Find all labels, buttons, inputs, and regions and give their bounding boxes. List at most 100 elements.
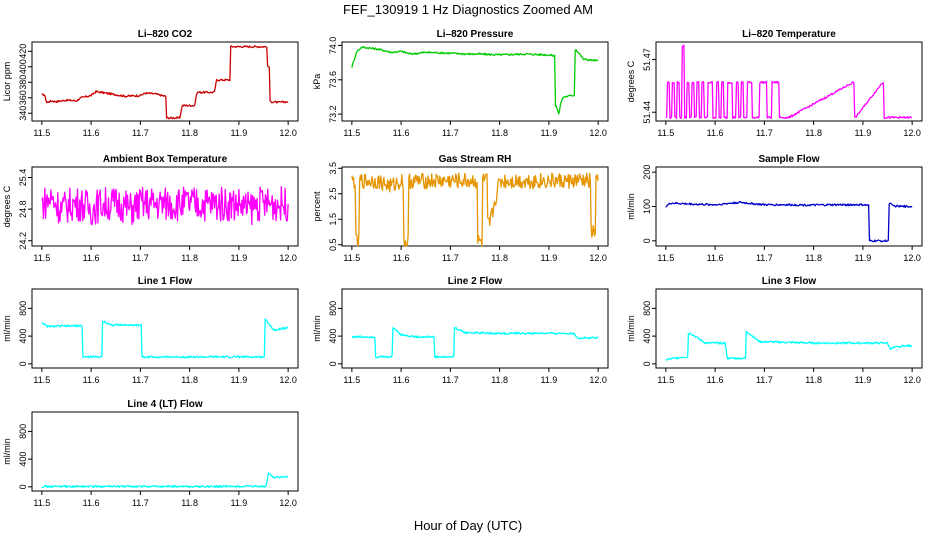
x-tick-label: 12.0: [279, 375, 297, 385]
panel-title: Line 2 Flow: [448, 276, 503, 287]
y-tick-label: 400: [18, 452, 28, 467]
x-tick-label: 11.6: [393, 253, 410, 263]
x-tick-label: 11.6: [393, 128, 410, 138]
series-line: [665, 200, 913, 243]
plot-frame: [31, 41, 299, 122]
x-tick-label: 12.0: [589, 253, 607, 263]
y-axis-label: ml/min: [2, 315, 12, 342]
x-tick-label: 11.7: [756, 128, 773, 138]
y-tick-label: 800: [328, 301, 338, 316]
x-tick-label: 11.9: [854, 375, 871, 385]
panel-title: Line 1 Flow: [138, 276, 193, 287]
y-tick-label: 200: [642, 165, 652, 180]
plot-frame: [31, 166, 299, 247]
y-axis-label: ml/min: [2, 438, 12, 465]
y-tick-label: 400: [328, 329, 338, 344]
y-tick-label: 0: [18, 484, 28, 489]
x-tick-label: 11.9: [230, 253, 247, 263]
y-tick-label: 340: [18, 106, 28, 121]
panel-2: Li–820 Temperature 11.5 11.6 11.7 11.8 11.9 12…: [626, 29, 923, 138]
y-tick-label: 400: [18, 59, 28, 74]
x-tick-label: 12.0: [279, 253, 297, 263]
panel-8: Line 3 Flow 11.5 11.6 11.7 11.8 11.9 12.0 0 400 8…: [626, 276, 923, 385]
x-tick-label: 11.8: [491, 375, 508, 385]
x-tick-label: 11.7: [442, 128, 459, 138]
x-tick-label: 12.0: [279, 498, 297, 508]
panel-title: Li–820 Temperature: [742, 29, 836, 40]
series-line: [351, 326, 599, 359]
x-tick-label: 11.8: [181, 253, 198, 263]
y-axis-label: kPa: [312, 74, 322, 90]
panel-title: Ambient Box Temperature: [103, 154, 228, 165]
x-tick-label: 11.8: [491, 128, 508, 138]
y-axis-label: percent: [312, 191, 322, 222]
y-tick-label: 0: [642, 361, 652, 366]
y-tick-label: 51.44: [642, 101, 652, 124]
x-tick-label: 11.5: [33, 128, 50, 138]
plot-frame: [341, 288, 609, 369]
x-tick-label: 11.8: [805, 253, 822, 263]
series-line: [351, 172, 599, 247]
x-tick-label: 11.8: [181, 128, 198, 138]
x-tick-label: 12.0: [903, 128, 921, 138]
x-tick-label: 11.5: [33, 498, 50, 508]
plot-frame: [341, 166, 609, 247]
y-tick-label: 73.6: [328, 71, 338, 89]
y-tick-label: 51.47: [642, 48, 652, 71]
y-tick-label: 100: [642, 199, 652, 214]
x-tick-label: 11.7: [442, 253, 459, 263]
y-tick-label: 400: [642, 329, 652, 344]
y-tick-label: 73.2: [328, 105, 338, 123]
x-tick-label: 11.9: [540, 253, 557, 263]
panel-title: Gas Stream RH: [439, 154, 512, 165]
y-axis-label: degrees C: [626, 60, 636, 102]
y-tick-label: 25.4: [18, 169, 28, 187]
series-line: [665, 330, 913, 361]
figure-title: FEF_130919 1 Hz Diagnostics Zoomed AM: [342, 2, 593, 17]
y-axis-label: ml/min: [626, 193, 636, 220]
y-tick-label: 360: [18, 90, 28, 105]
x-tick-label: 11.8: [491, 253, 508, 263]
x-tick-label: 11.6: [83, 128, 100, 138]
y-tick-label: 420: [18, 44, 28, 59]
x-tick-label: 11.5: [657, 253, 674, 263]
x-tick-label: 11.9: [854, 253, 871, 263]
x-tick-label: 11.9: [230, 375, 247, 385]
panel-title: Line 4 (LT) Flow: [127, 399, 203, 410]
y-axis-label: Licor ppm: [2, 62, 12, 102]
panel-1: Li–820 Pressure 11.5 11.6 11.7 11.8 11.9 12.0 7…: [312, 29, 609, 138]
x-tick-label: 12.0: [589, 375, 607, 385]
plot-frame: [341, 41, 609, 122]
panel-7: Line 2 Flow 11.5 11.6 11.7 11.8 11.9 12.0 0 400 8…: [312, 276, 609, 385]
x-tick-label: 11.7: [132, 128, 149, 138]
y-tick-label: 400: [18, 329, 28, 344]
panel-6: Line 1 Flow 11.5 11.6 11.7 11.8 11.9 12.0 0 400 8…: [2, 276, 299, 385]
x-tick-label: 11.6: [707, 375, 724, 385]
x-tick-label: 11.6: [83, 498, 100, 508]
panel-0: Li–820 CO2 11.5 11.6 11.7 11.8 11.9 12.0 340360…: [2, 29, 299, 138]
plot-frame: [655, 41, 923, 122]
figure-xlabel: Hour of Day (UTC): [413, 518, 523, 533]
x-tick-label: 11.9: [230, 498, 247, 508]
y-tick-label: 2.5: [328, 188, 338, 201]
panel-title: Line 3 Flow: [762, 276, 817, 287]
x-tick-label: 11.5: [343, 128, 360, 138]
y-tick-label: 0: [18, 361, 28, 366]
x-tick-label: 11.5: [33, 375, 50, 385]
panel-5: Sample Flow 11.5 11.6 11.7 11.8 11.9 12.0 0 100 2…: [626, 154, 923, 263]
series-line: [351, 46, 599, 115]
y-axis-label: ml/min: [626, 315, 636, 342]
x-tick-label: 11.7: [132, 498, 149, 508]
plot-frame: [31, 411, 299, 492]
x-tick-label: 11.8: [181, 498, 198, 508]
x-tick-label: 11.9: [540, 128, 557, 138]
x-tick-label: 12.0: [903, 375, 921, 385]
y-axis-label: degrees C: [2, 185, 12, 227]
panel-title: Li–820 Pressure: [437, 29, 514, 40]
x-tick-label: 12.0: [589, 128, 607, 138]
x-tick-label: 11.9: [540, 375, 557, 385]
x-tick-label: 12.0: [903, 253, 921, 263]
x-tick-label: 11.9: [854, 128, 871, 138]
y-tick-label: 800: [642, 301, 652, 316]
